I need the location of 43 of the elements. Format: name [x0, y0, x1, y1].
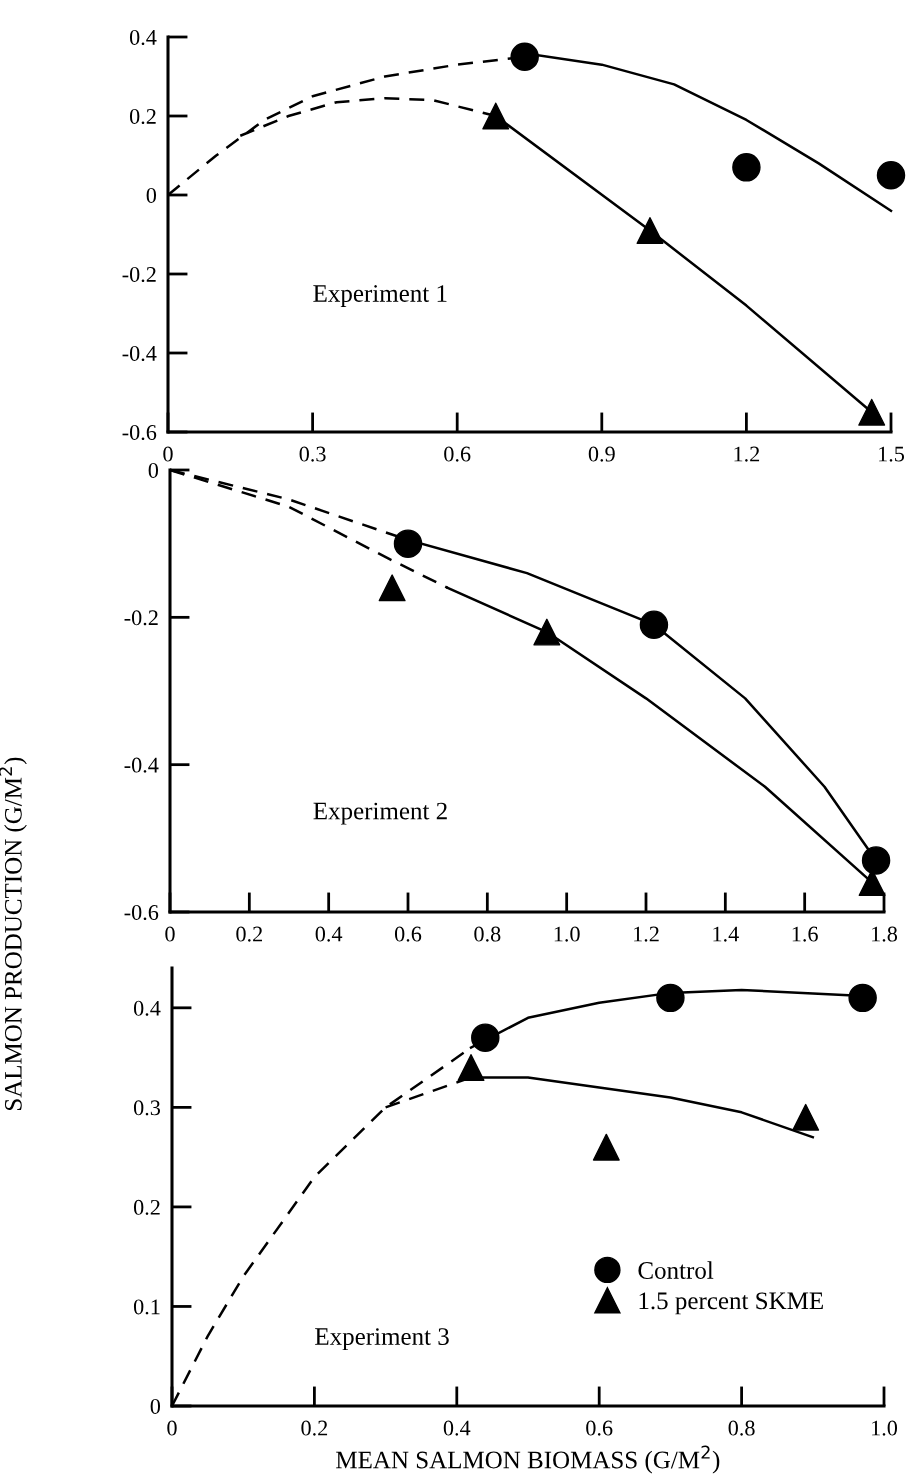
y-tick-label: 0	[150, 1398, 161, 1414]
y-tick-label: -0.4	[122, 345, 157, 362]
y-tick-label: 0	[148, 462, 159, 478]
y-tick-label: 0.2	[133, 1199, 160, 1215]
annotation: Experiment 1	[313, 285, 447, 307]
x-tick-label: 1.0	[872, 1420, 898, 1436]
y-tick-label: 0.2	[129, 108, 156, 125]
x-tick-label: 0	[163, 446, 173, 462]
y-tick-label: -0.6	[122, 424, 157, 441]
y-tick-label: 0.4	[129, 29, 157, 46]
x-tick-label: 1.2	[734, 446, 760, 462]
x-tick-label: 0.2	[236, 926, 262, 942]
annotation: Experiment 2	[313, 802, 447, 825]
x-tick-label: 0.2	[301, 1420, 328, 1436]
y-tick-label: 0.4	[133, 1000, 161, 1016]
x-tick-label: 1.2	[634, 926, 659, 942]
x-tick-label: 1.8	[872, 926, 898, 942]
y-tick-label: -0.2	[124, 610, 158, 626]
x-tick-label: 0.9	[588, 446, 615, 462]
x-tick-label: 0.6	[586, 1420, 613, 1436]
x-tick-label: 0	[167, 1420, 177, 1436]
x-tick-label: 0.4	[443, 1420, 471, 1436]
x-tick-label: 0.6	[444, 446, 471, 462]
legend-label: Control	[638, 1261, 714, 1279]
x-axis-title: MEAN SALMON BIOMASS (G/M$^{2}$)	[336, 1445, 720, 1474]
x-tick-label: 1.6	[792, 926, 818, 942]
annotation: Experiment 3	[315, 1328, 449, 1350]
x-tick-label: 0.3	[299, 446, 326, 462]
x-tick-label: 1.0	[554, 926, 580, 942]
x-tick-label: 0.4	[315, 926, 343, 942]
x-tick-label: 0	[165, 926, 175, 942]
legend-label: 1.5 percent SKME	[639, 1292, 823, 1315]
x-tick-label: 0.6	[394, 926, 422, 942]
y-tick-label: 0.3	[133, 1100, 161, 1116]
x-tick-label: 1.5	[879, 446, 905, 462]
y-tick-label: 0	[146, 187, 157, 203]
y-tick-label: -0.6	[124, 904, 159, 921]
y-tick-label: 0.1	[133, 1299, 160, 1315]
x-tick-label: 1.4	[713, 926, 739, 942]
x-tick-label: 0.8	[474, 926, 501, 942]
y-tick-label: -0.2	[122, 266, 156, 283]
x-tick-label: 0.8	[728, 1420, 755, 1436]
y-tick-label: -0.4	[124, 757, 159, 773]
